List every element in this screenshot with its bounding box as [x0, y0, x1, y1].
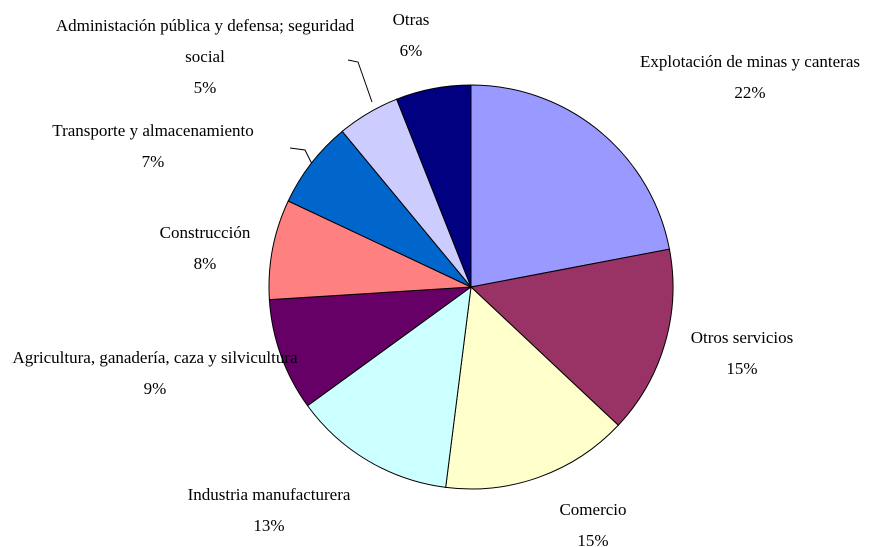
- pie-slice: [306, 285, 472, 488]
- slice-label: Comercio 15%: [493, 494, 693, 547]
- value-label: 22%: [734, 83, 766, 102]
- value-label: 8%: [193, 254, 217, 273]
- slice-label: Otras 6%: [361, 4, 461, 66]
- value-label: 6%: [399, 41, 423, 60]
- slice-label: Explotación de minas y canteras 22%: [590, 46, 896, 108]
- slice-label: Industria manufacturera 13%: [139, 479, 399, 541]
- category-label: Industria manufacturera: [187, 485, 351, 504]
- category-label: Construcción: [159, 223, 251, 242]
- category-label: Otros servicios: [690, 328, 794, 347]
- value-label: 13%: [253, 516, 285, 535]
- slice-label: Transporte y almacenamiento 7%: [3, 115, 303, 177]
- category-label: Otras: [392, 10, 430, 29]
- value-label: 9%: [143, 379, 167, 398]
- slice-label: Otros servicios 15%: [642, 322, 842, 384]
- pie-slice: [469, 248, 674, 426]
- leader-line: [347, 59, 373, 103]
- value-label: 15%: [726, 359, 758, 378]
- pie-slice: [268, 200, 472, 301]
- pie-slice: [268, 286, 473, 407]
- category-label: Explotación de minas y canteras: [640, 52, 860, 71]
- pie-slice: [395, 84, 472, 288]
- value-label: 5%: [193, 78, 217, 97]
- category-label: Transporte y almacenamiento: [52, 121, 254, 140]
- value-label: 7%: [141, 152, 165, 171]
- category-label: Agricultura, ganadería, caza y silvicult…: [12, 348, 298, 367]
- slice-label: Agricultura, ganadería, caza y silvicult…: [5, 342, 305, 404]
- pie-slice: [445, 285, 619, 490]
- value-label: 15%: [577, 531, 609, 547]
- category-label: Administación pública y defensa; segurid…: [55, 16, 355, 66]
- slice-label: Construcción 8%: [105, 217, 305, 279]
- slice-label: Administación pública y defensa; segurid…: [45, 10, 365, 103]
- pie-slice: [470, 84, 671, 288]
- category-label: Comercio: [559, 500, 627, 519]
